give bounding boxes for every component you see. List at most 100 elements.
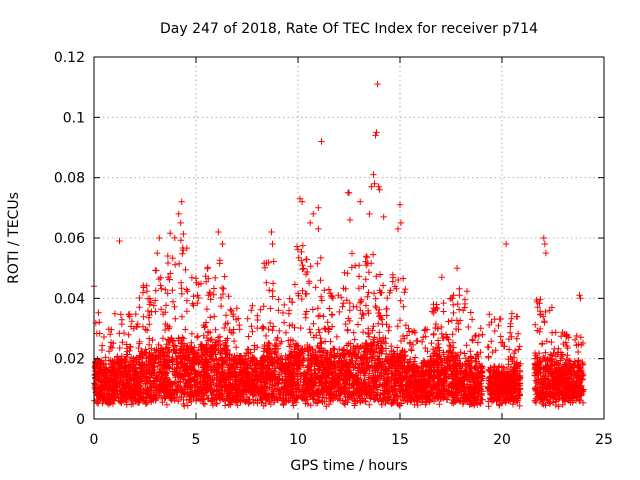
- data-point: [321, 287, 328, 294]
- data-point: [218, 284, 226, 292]
- data-point: [179, 244, 186, 252]
- data-point: [506, 329, 514, 336]
- data-point: [166, 323, 173, 331]
- data-point: [430, 331, 437, 339]
- data-point: [318, 339, 325, 346]
- data-point: [149, 336, 156, 344]
- data-point: [182, 326, 189, 333]
- data-point: [169, 387, 176, 394]
- data-point: [183, 286, 190, 293]
- data-point: [216, 260, 223, 267]
- data-point: [169, 298, 177, 305]
- data-point: [98, 361, 106, 368]
- data-point: [245, 333, 252, 340]
- data-point: [469, 336, 476, 343]
- data-point: [379, 282, 387, 289]
- data-point: [183, 308, 191, 315]
- data-point: [200, 396, 207, 403]
- data-point: [152, 308, 159, 315]
- data-point: [362, 253, 370, 260]
- data-point: [456, 306, 463, 313]
- data-point: [450, 301, 457, 309]
- data-point: [125, 311, 132, 318]
- data-point: [167, 270, 174, 277]
- data-point: [167, 378, 174, 385]
- data-point: [126, 363, 133, 371]
- data-point: [326, 305, 333, 312]
- data-point: [280, 319, 288, 326]
- data-point: [365, 289, 372, 296]
- data-point: [307, 329, 314, 336]
- data-point: [155, 387, 163, 395]
- data-point: [316, 312, 324, 319]
- data-point: [142, 380, 149, 387]
- data-point: [171, 234, 178, 242]
- data-point: [130, 325, 137, 332]
- data-point: [153, 387, 160, 394]
- data-point: [163, 341, 170, 348]
- data-point: [259, 323, 267, 330]
- data-point: [184, 288, 191, 295]
- data-point: [401, 289, 408, 296]
- data-point: [133, 323, 141, 331]
- data-point: [297, 324, 304, 332]
- data-point: [147, 377, 154, 384]
- data-point: [276, 327, 283, 335]
- data-point: [195, 294, 202, 302]
- data-point: [461, 350, 468, 357]
- data-point: [340, 300, 347, 307]
- data-point: [302, 314, 309, 321]
- data-point: [153, 355, 160, 362]
- data-point: [142, 400, 150, 408]
- data-point: [317, 277, 324, 284]
- data-point: [147, 299, 155, 306]
- data-point: [454, 300, 461, 308]
- data-point: [176, 383, 183, 391]
- data-point: [438, 323, 445, 331]
- data-point: [169, 254, 176, 262]
- data-point: [299, 242, 306, 249]
- data-point: [266, 287, 273, 294]
- data-point: [157, 352, 164, 359]
- data-point: [300, 265, 307, 272]
- data-point: [221, 402, 229, 409]
- data-point: [456, 292, 463, 299]
- data-point: [174, 356, 181, 363]
- data-point: [254, 316, 261, 324]
- data-point: [107, 331, 114, 338]
- data-point: [479, 331, 486, 338]
- data-point: [370, 290, 378, 297]
- data-point: [376, 329, 383, 336]
- data-point: [112, 384, 119, 391]
- data-point: [138, 348, 146, 355]
- data-point: [182, 266, 189, 273]
- data-point: [108, 344, 116, 352]
- data-point: [150, 302, 157, 309]
- data-point: [298, 295, 306, 303]
- data-point: [269, 293, 276, 300]
- data-point: [249, 302, 256, 309]
- data-point: [220, 285, 227, 293]
- data-point: [177, 237, 185, 244]
- data-point: [164, 290, 171, 297]
- data-point: [269, 327, 276, 334]
- data-point: [119, 373, 127, 380]
- data-point: [428, 339, 435, 347]
- data-point: [282, 329, 290, 336]
- data-point: [171, 261, 179, 268]
- data-point: [137, 365, 144, 373]
- data-point: [122, 359, 129, 366]
- data-point: [157, 369, 165, 376]
- data-point: [128, 389, 135, 397]
- data-point: [265, 326, 272, 333]
- data-point: [132, 398, 140, 406]
- data-point: [114, 375, 121, 382]
- data-point: [171, 342, 179, 349]
- data-point: [105, 348, 113, 355]
- data-point: [117, 355, 125, 362]
- data-point: [169, 353, 176, 361]
- data-point: [109, 400, 117, 408]
- data-point: [355, 273, 363, 280]
- data-point: [164, 259, 172, 267]
